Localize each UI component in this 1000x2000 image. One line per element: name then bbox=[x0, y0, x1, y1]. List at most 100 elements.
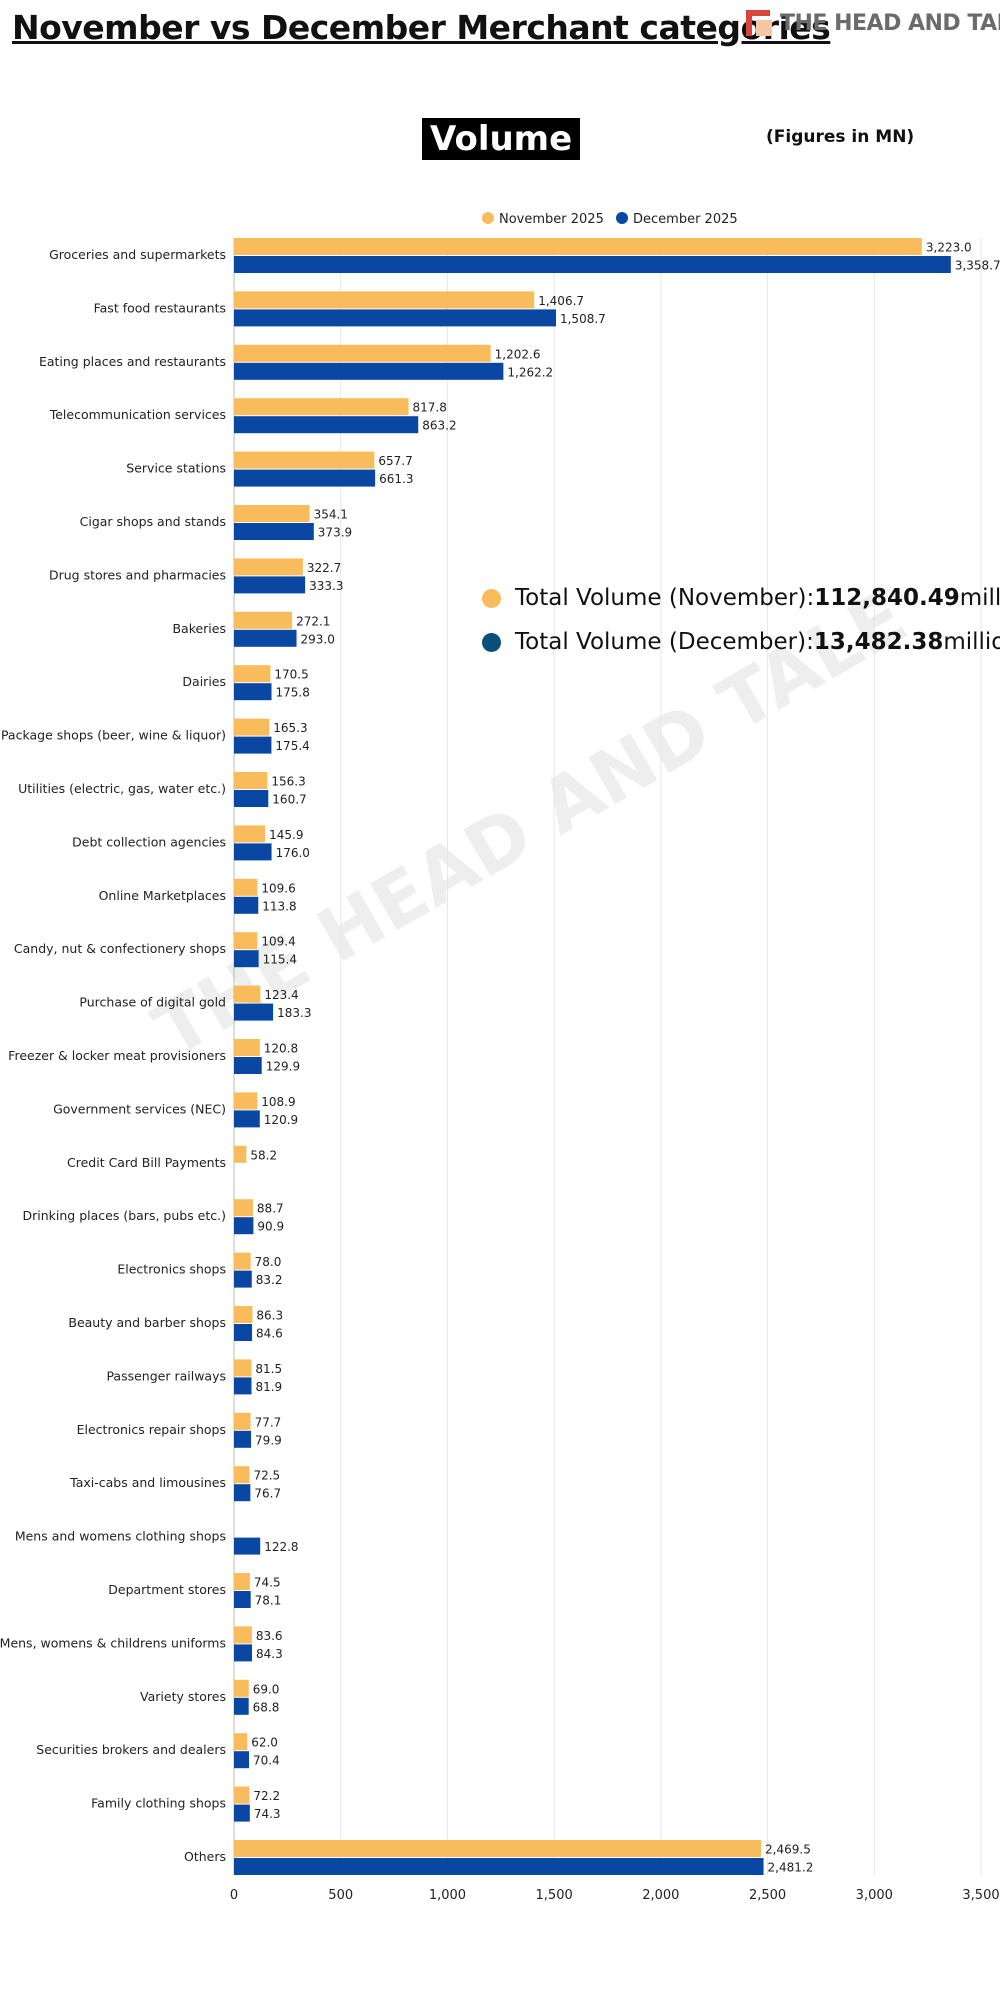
data-label: 78.1 bbox=[255, 1594, 282, 1608]
data-label: 120.9 bbox=[264, 1113, 298, 1127]
data-label: 160.7 bbox=[272, 793, 306, 807]
bar bbox=[234, 505, 310, 522]
data-label: 86.3 bbox=[256, 1309, 283, 1323]
data-label: 84.6 bbox=[256, 1327, 283, 1341]
bar bbox=[234, 398, 409, 416]
section-heading: Volume bbox=[422, 118, 581, 160]
category-label: Bakeries bbox=[172, 621, 226, 636]
data-label: 175.8 bbox=[276, 686, 310, 700]
data-label: 81.5 bbox=[255, 1362, 282, 1376]
data-label: 354.1 bbox=[314, 508, 348, 522]
bar bbox=[234, 985, 261, 1003]
category-label: Fast food restaurants bbox=[94, 300, 226, 315]
bar bbox=[234, 772, 268, 789]
total-november-dot-icon bbox=[482, 588, 501, 608]
x-tick-label: 2,500 bbox=[749, 1888, 786, 1903]
category-label: Family clothing shops bbox=[91, 1796, 226, 1811]
bar bbox=[234, 1003, 274, 1021]
data-label: 70.4 bbox=[253, 1754, 280, 1768]
bar bbox=[234, 629, 297, 647]
bar bbox=[234, 1679, 249, 1697]
logo-text: THE HEAD AND TALE bbox=[780, 10, 1000, 36]
data-label: 115.4 bbox=[263, 953, 297, 967]
bar bbox=[234, 683, 272, 701]
category-label: Others bbox=[184, 1849, 226, 1864]
brand-logo: THE HEAD AND TALE bbox=[744, 8, 1000, 38]
category-label: Utilities (electric, gas, water etc.) bbox=[18, 781, 226, 796]
bar bbox=[234, 416, 419, 434]
data-label: 76.7 bbox=[254, 1487, 281, 1501]
category-label: Taxi-cabs and limousines bbox=[69, 1475, 226, 1490]
data-label: 2,469.5 bbox=[765, 1843, 811, 1857]
legend-marker-icon bbox=[616, 212, 628, 224]
data-label: 122.8 bbox=[264, 1540, 298, 1554]
bar bbox=[234, 256, 951, 273]
data-label: 90.9 bbox=[257, 1220, 284, 1234]
category-label: Candy, nut & confectionery shops bbox=[14, 941, 226, 956]
total-december: Total Volume (December): 13,482.38 milli… bbox=[482, 629, 1000, 655]
data-label: 373.9 bbox=[318, 526, 352, 540]
bar bbox=[234, 790, 269, 807]
bar bbox=[234, 1751, 250, 1769]
data-label: 109.4 bbox=[261, 935, 295, 949]
data-label: 145.9 bbox=[269, 828, 303, 842]
data-label: 84.3 bbox=[256, 1647, 283, 1661]
category-label: Purchase of digital gold bbox=[79, 995, 226, 1010]
bar bbox=[234, 665, 271, 683]
data-label: 123.4 bbox=[264, 988, 298, 1002]
data-label: 72.2 bbox=[253, 1789, 280, 1803]
category-label: Credit Card Bill Payments bbox=[67, 1155, 226, 1170]
bar bbox=[234, 1537, 261, 1555]
data-label: 183.3 bbox=[277, 1006, 311, 1020]
logo-mark-icon bbox=[746, 10, 772, 36]
units-note: (Figures in MN) bbox=[766, 127, 915, 147]
category-label: Drinking places (bars, pubs etc.) bbox=[23, 1208, 226, 1223]
bar bbox=[234, 1697, 249, 1715]
category-label: Groceries and supermarkets bbox=[49, 247, 226, 262]
bar bbox=[234, 1858, 764, 1875]
category-label: Debt collection agencies bbox=[72, 834, 226, 849]
bar bbox=[234, 932, 258, 950]
bar bbox=[234, 1270, 252, 1288]
category-label: Electronics shops bbox=[117, 1262, 226, 1277]
bar bbox=[234, 1377, 252, 1395]
bar bbox=[234, 718, 270, 736]
bar bbox=[234, 878, 258, 896]
total-december-unit: million bbox=[943, 629, 1000, 655]
bar bbox=[234, 344, 491, 362]
data-label: 156.3 bbox=[271, 775, 305, 789]
category-label: Service stations bbox=[126, 461, 226, 476]
bar bbox=[234, 1484, 251, 1502]
data-label: 88.7 bbox=[257, 1202, 284, 1216]
page-title: November vs December Merchant categories bbox=[12, 8, 831, 47]
category-label: Freezer & locker meat provisioners bbox=[8, 1048, 226, 1063]
category-label: Passenger railways bbox=[106, 1368, 226, 1383]
legend-marker-icon bbox=[482, 212, 494, 224]
data-label: 81.9 bbox=[255, 1380, 282, 1394]
bar bbox=[234, 558, 303, 576]
data-label: 817.8 bbox=[413, 401, 447, 415]
bar bbox=[234, 1573, 250, 1590]
category-label: Variety stores bbox=[140, 1689, 226, 1704]
data-label: 83.2 bbox=[256, 1273, 283, 1287]
legend-label: December 2025 bbox=[633, 212, 738, 227]
bar bbox=[234, 362, 504, 380]
category-label: Mens and womens clothing shops bbox=[15, 1529, 226, 1544]
bar bbox=[234, 523, 314, 540]
total-december-label: Total Volume (December): bbox=[515, 629, 814, 655]
bar bbox=[234, 1733, 248, 1751]
x-tick-label: 0 bbox=[230, 1888, 238, 1903]
total-november-label: Total Volume (November): bbox=[515, 585, 815, 611]
data-label: 176.0 bbox=[276, 846, 310, 860]
data-label: 108.9 bbox=[261, 1095, 295, 1109]
data-label: 3,223.0 bbox=[926, 241, 972, 255]
data-label: 74.5 bbox=[254, 1576, 281, 1590]
bar bbox=[234, 1324, 253, 1341]
category-label: Government services (NEC) bbox=[53, 1101, 226, 1116]
bar bbox=[234, 1359, 252, 1377]
data-label: 1,508.7 bbox=[560, 312, 606, 326]
bar bbox=[234, 1466, 250, 1484]
category-label: Drug stores and pharmacies bbox=[49, 567, 226, 582]
data-label: 165.3 bbox=[273, 721, 307, 735]
bar bbox=[234, 469, 376, 487]
